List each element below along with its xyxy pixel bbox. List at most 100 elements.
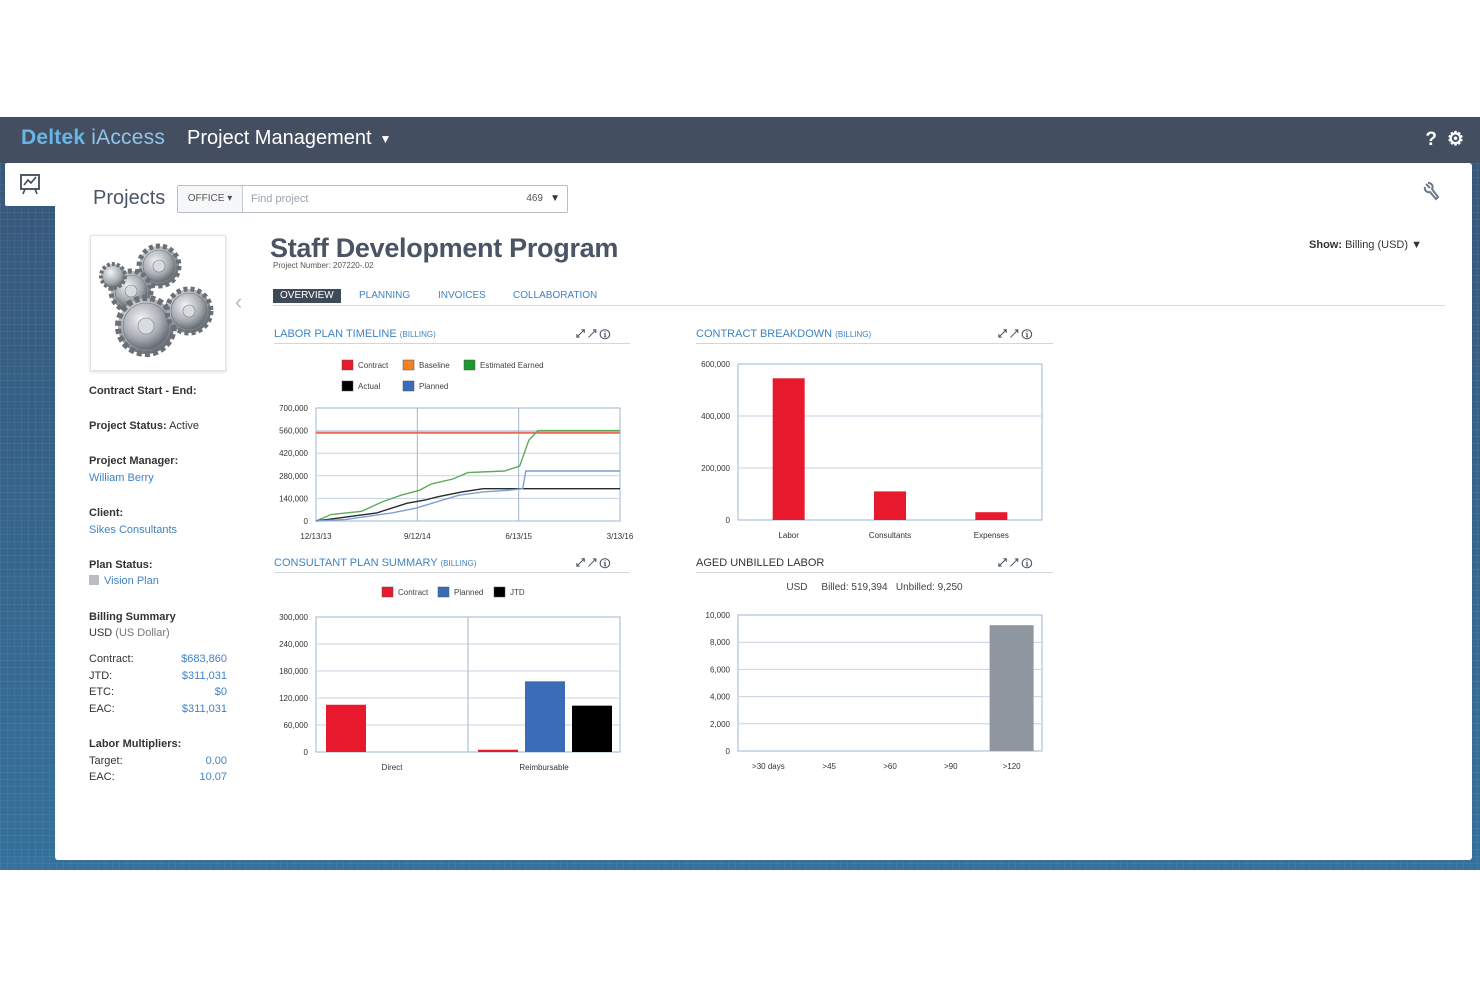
info-icon[interactable]: ⓘ [1021,557,1033,569]
x-tick-label: >45 [822,762,836,771]
tab-overview[interactable]: OVERVIEW [273,289,341,303]
widget-divider [696,572,1053,573]
project-tabs: OVERVIEW PLANNING INVOICES COLLABORATION [273,289,1445,306]
legend-swatch [493,586,506,598]
client-link[interactable]: Sikes Consultants [89,524,177,536]
legend-label: Planned [419,382,448,391]
pin-icon[interactable]: ↗ [1009,328,1019,340]
plan-status-link[interactable]: Vision Plan [104,575,159,587]
billing-currency-code: USD [89,627,113,639]
tab-planning[interactable]: PLANNING [359,290,411,301]
bar [525,681,565,752]
bar [874,491,906,520]
dashboard-side-tab[interactable] [5,163,55,206]
bar [989,625,1034,751]
legend-label: Contract [358,361,389,370]
consultant-plan-chart: Contract Planned JTD 300,000 240,000 180,000 1… [279,586,621,772]
module-name: Project Management [187,127,372,149]
legend-swatch [381,586,394,598]
billing-summary-title: Billing Summary [89,611,176,623]
y-tick-label: 10,000 [706,611,731,620]
project-status-value: Active [169,420,200,432]
y-tick-label: 60,000 [284,721,309,730]
plan-status-value[interactable]: Vision Plan [89,575,159,587]
project-status: Project Status: Active [89,420,199,432]
y-tick-label: 6,000 [710,665,731,674]
show-value[interactable]: Billing (USD) [1345,239,1409,251]
collapse-sidebar-icon[interactable]: ‹ [235,289,243,314]
widget-divider [696,343,1053,344]
pin-icon[interactable]: ↗ [587,328,597,340]
series-line [315,470,620,522]
expand-icon[interactable]: ⤢ [576,557,585,569]
widget-divider [274,343,630,344]
multiplier-key: EAC: [89,771,115,783]
billing-value[interactable]: $683,860 [181,653,227,665]
widget-title: CONSULTANT PLAN SUMMARY (BILLING) [274,557,476,569]
info-icon[interactable]: ⓘ [1021,328,1033,340]
legend-label: Estimated Earned [480,361,544,370]
billing-value[interactable]: $311,031 [181,670,227,682]
legend-swatch [402,359,415,371]
y-tick-label: 0 [304,517,309,526]
client-name[interactable]: Sikes Consultants [89,524,178,536]
project-manager-label: Project Manager: [89,455,178,467]
x-tick-label: Expenses [974,531,1009,540]
project-manager-name[interactable]: William Berry [89,472,154,484]
legend-swatch [463,359,476,371]
legend-label: Planned [454,588,483,597]
pin-icon[interactable]: ↗ [587,557,597,569]
billing-jtd-row: JTD: $311,031 [89,670,227,682]
legend-label: Baseline [419,361,450,370]
widget-subtitle: (BILLING) [835,330,872,339]
expand-icon[interactable]: ⤢ [998,328,1007,340]
labor-multipliers-title: Labor Multipliers: [89,738,182,750]
widget-title: CONTRACT BREAKDOWN (BILLING) [696,328,871,340]
info-icon[interactable]: ⓘ [599,557,611,569]
contract-breakdown-chart: 600,000 400,000 200,000 0 Labor Consultants Ex… [701,360,1043,540]
aged-unbilled-chart: 10,000 8,000 6,000 4,000 2,000 0 >30 days >45 >6… [706,611,1043,771]
multiplier-key: Target: [89,755,123,767]
gears-image [99,243,214,357]
chart-board-icon [20,174,40,195]
y-tick-label: 400,000 [701,412,730,421]
search-input[interactable]: Find project [251,193,309,205]
billing-value[interactable]: $311,031 [181,703,227,715]
pin-icon[interactable]: ↗ [1009,557,1019,569]
x-tick-label: >30 days [752,762,785,771]
labor-plan-chart: Contract Baseline Estimated Earned Actual Pl… [279,359,634,541]
tab-collaboration[interactable]: COLLABORATION [513,290,598,301]
widget-subtitle: (BILLING) [440,559,477,568]
chevron-down-icon[interactable]: ▼ [550,193,560,204]
brand-logo[interactable]: Deltek iAccess [21,126,165,150]
expand-icon[interactable]: ⤢ [576,328,585,340]
show-selector[interactable]: Show: Billing (USD) ▼ [1309,239,1422,251]
legend-swatch [437,586,450,598]
billing-key: ETC: [89,686,115,698]
x-tick-label: 12/13/13 [300,532,332,541]
client-label-text: Client: [89,507,124,519]
project-count: 469 [526,193,543,204]
project-manager-link[interactable]: William Berry [89,472,154,484]
y-tick-label: 0 [726,516,731,525]
expand-icon[interactable]: ⤢ [998,557,1007,569]
billing-value[interactable]: $0 [214,686,227,698]
widget-actions: ⤢ ↗ ⓘ [576,328,610,341]
info-icon[interactable]: ⓘ [599,328,611,340]
y-tick-label: 2,000 [710,720,731,729]
series-line [315,429,620,522]
wrench-icon[interactable] [1422,181,1442,207]
widget-actions: ⤢ ↗ ⓘ [998,328,1032,341]
help-icon[interactable]: ? [1425,129,1437,150]
x-tick-label: Consultants [869,531,911,540]
tab-invoices[interactable]: INVOICES [438,290,486,301]
module-selector[interactable]: Project Management ▼ [187,127,391,150]
multiplier-target-row: Target: 0.00 [89,755,227,767]
project-search: OFFICE ▾ Find project 469 ▼ [177,185,568,213]
labor-multipliers-label: Labor Multipliers: [89,738,181,750]
billing-etc-row: ETC: $0 [89,686,227,698]
y-tick-label: 200,000 [701,464,730,473]
multiplier-eac-row: EAC: 10.07 [89,771,227,783]
office-filter-button[interactable]: OFFICE ▾ [178,186,243,212]
gear-icon[interactable]: ⚙ [1446,129,1464,150]
